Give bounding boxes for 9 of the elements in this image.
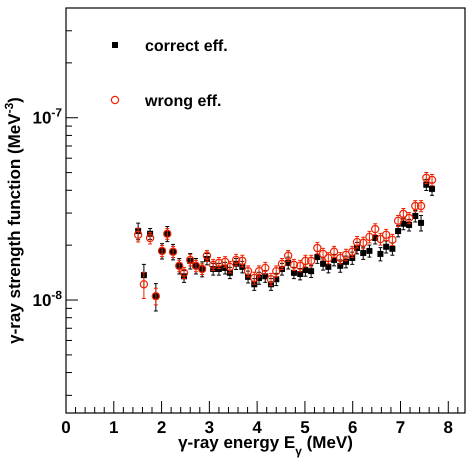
- legend-label: wrong eff.: [144, 93, 222, 110]
- x-tick-label: 8: [444, 418, 454, 437]
- x-tick-label: 7: [396, 418, 406, 437]
- legend-label: correct eff.: [145, 38, 228, 55]
- x-tick-label: 0: [61, 418, 71, 437]
- y-tick-label: 10$^{-8}$: [32, 288, 62, 310]
- x-tick-label: 1: [109, 418, 119, 437]
- x-tick-label: 2: [156, 418, 166, 437]
- y-tick-label: 10$^{-7}$: [32, 106, 62, 128]
